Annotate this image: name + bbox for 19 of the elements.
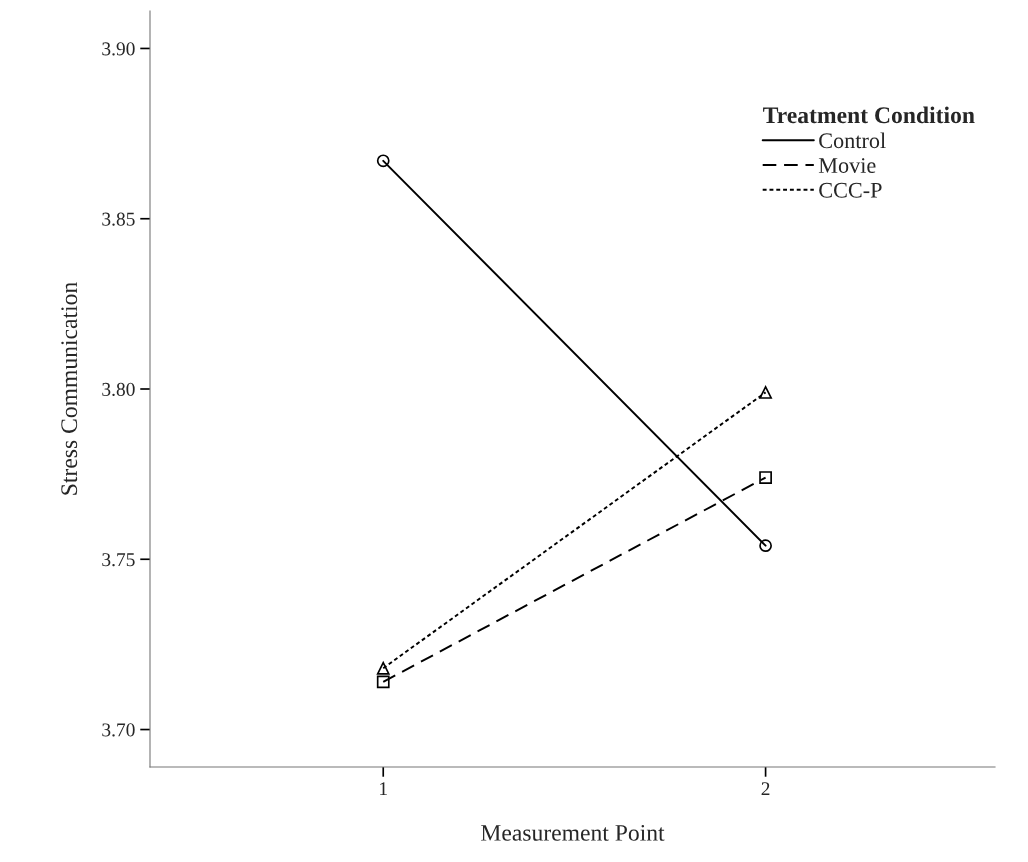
point (759, 471, 772, 484)
legend-title: Treatment Condition (763, 106, 975, 124)
y-tick-label: 3.90 (102, 42, 135, 56)
y-tick-label: 3.75 (102, 553, 135, 567)
point (759, 539, 772, 553)
x-tick-label: 1 (380, 782, 387, 796)
point (376, 154, 390, 168)
x-tick-label: 2 (761, 782, 770, 796)
x-axis-title: Measurement Point (481, 824, 665, 841)
legend-label: CCC-P (819, 182, 882, 198)
y-tick-label: 3.85 (102, 212, 135, 226)
legend-label: Control (819, 132, 886, 149)
legend-label: Movie (818, 158, 876, 173)
point (376, 661, 390, 675)
point (759, 386, 772, 399)
y-tick-label: 3.80 (102, 382, 135, 397)
point (376, 675, 390, 689)
y-tick-label: 3.70 (102, 723, 135, 737)
y-axis-title: Stress Communication (61, 282, 78, 495)
